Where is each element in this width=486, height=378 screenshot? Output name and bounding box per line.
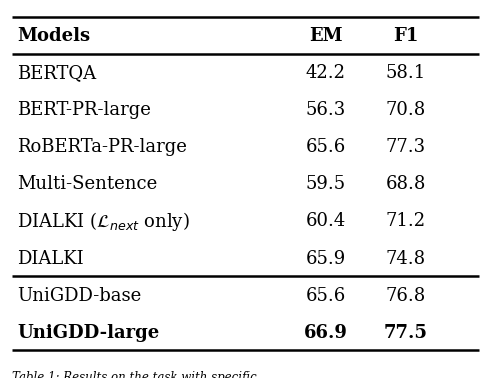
Text: 56.3: 56.3 xyxy=(306,101,346,119)
Text: 58.1: 58.1 xyxy=(386,64,426,82)
Text: DIALKI ($\mathcal{L}_{next}$ only): DIALKI ($\mathcal{L}_{next}$ only) xyxy=(17,210,190,233)
Text: Table 1: Results on the task with specific...: Table 1: Results on the task with specif… xyxy=(12,371,268,378)
Text: EM: EM xyxy=(309,27,343,45)
Text: 77.3: 77.3 xyxy=(386,138,426,156)
Text: 60.4: 60.4 xyxy=(306,212,346,231)
Text: F1: F1 xyxy=(393,27,418,45)
Text: BERTQA: BERTQA xyxy=(17,64,96,82)
Text: 71.2: 71.2 xyxy=(386,212,426,231)
Text: 74.8: 74.8 xyxy=(386,249,426,268)
Text: 77.5: 77.5 xyxy=(384,324,428,342)
Text: 66.9: 66.9 xyxy=(304,324,347,342)
Text: 65.6: 65.6 xyxy=(306,287,346,305)
Text: BERT-PR-large: BERT-PR-large xyxy=(17,101,151,119)
Text: RoBERTa-PR-large: RoBERTa-PR-large xyxy=(17,138,187,156)
Text: 76.8: 76.8 xyxy=(386,287,426,305)
Text: Models: Models xyxy=(17,27,90,45)
Text: 42.2: 42.2 xyxy=(306,64,346,82)
Text: DIALKI: DIALKI xyxy=(17,249,84,268)
Text: UniGDD-large: UniGDD-large xyxy=(17,324,159,342)
Text: UniGDD-base: UniGDD-base xyxy=(17,287,141,305)
Text: 68.8: 68.8 xyxy=(385,175,426,194)
Text: 65.6: 65.6 xyxy=(306,138,346,156)
Text: 70.8: 70.8 xyxy=(386,101,426,119)
Text: 59.5: 59.5 xyxy=(306,175,346,194)
Text: 65.9: 65.9 xyxy=(306,249,346,268)
Text: Multi-Sentence: Multi-Sentence xyxy=(17,175,157,194)
